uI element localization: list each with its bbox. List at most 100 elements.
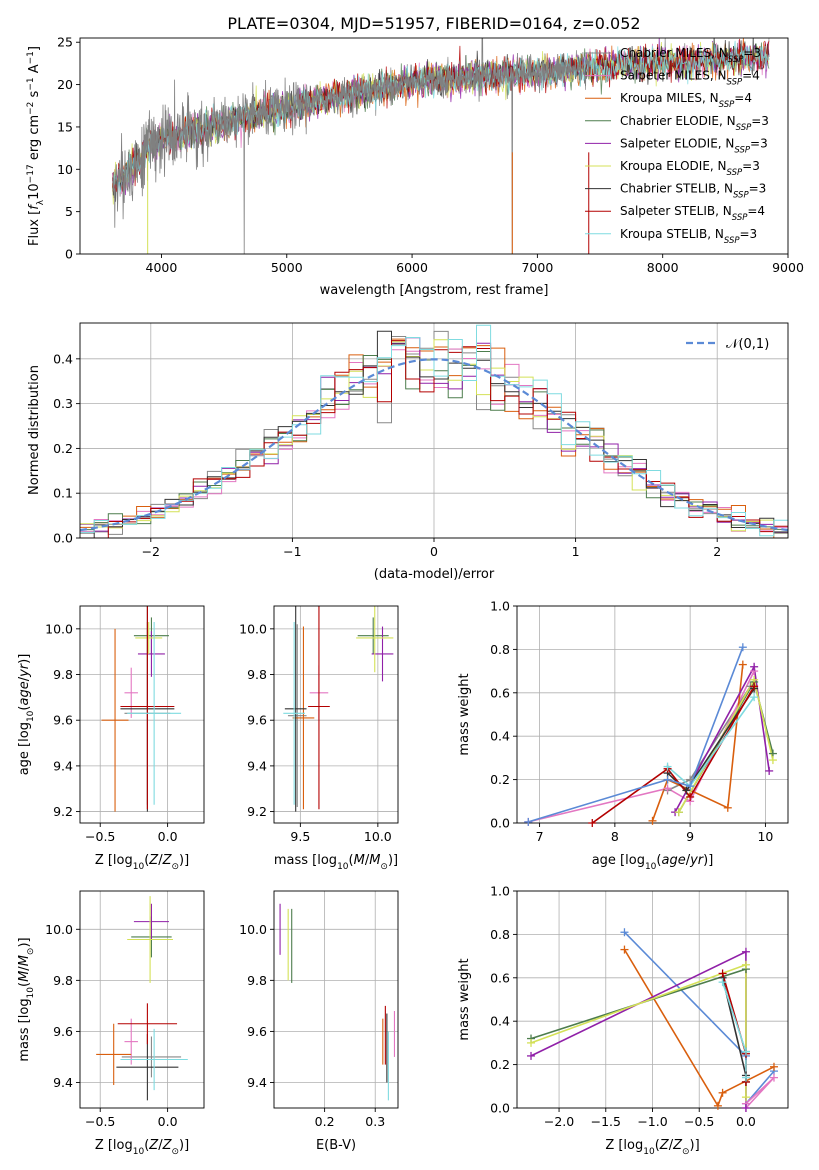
mass_vs_Z-xlabel-part: ⊙ bbox=[171, 1147, 179, 1157]
spectrum-ylabel-part: Flux [ bbox=[27, 210, 42, 246]
spectrum-ytick-label: 5 bbox=[65, 204, 73, 219]
mass_vs_Z-panel: −0.5 0.09.49.69.810.0Z [log10(Z/Z⊙)]mass … bbox=[17, 890, 205, 1157]
weight_vs_Z-ylabel: mass weight bbox=[457, 958, 472, 1040]
spectrum-xlabel: wavelength [Angstrom, rest frame] bbox=[320, 283, 549, 298]
mass_vs_Z-xlabel-part: )] bbox=[179, 1138, 189, 1153]
mass_vs_Z-ytick-label: 9.6 bbox=[53, 1024, 73, 1039]
weight_vs_Z-xlabel-part: / bbox=[669, 1138, 674, 1153]
mass_vs_Z-ytick-label: 9.4 bbox=[53, 1075, 73, 1090]
legend-label-main: Chabrier ELODIE, N bbox=[620, 114, 736, 128]
age_vs_mass-xlabel-part: mass [log bbox=[274, 853, 337, 868]
weight_vs_Z-xtick-label: −0.5 bbox=[684, 1114, 714, 1129]
spectrum-ylabel-part: s bbox=[27, 90, 42, 101]
mass_vs_Z-xlabel-part: ( bbox=[144, 1138, 149, 1153]
legend-label-0: Chabrier MILES, NSSP=3 bbox=[620, 46, 761, 65]
age_vs_Z-xlabel-part: ⊙ bbox=[171, 862, 179, 872]
legend-label-main: Kroupa ELODIE, N bbox=[620, 159, 727, 173]
age_vs_Z-ylabel: age [log10(age/yr)] bbox=[17, 654, 36, 776]
weight_vs_Z-ytick-label: 1.0 bbox=[490, 884, 510, 899]
mass_vs_Z-ylabel: mass [log10(M/M⊙)] bbox=[17, 937, 36, 1061]
weight_vs_Z-xlabel-part: ( bbox=[655, 1138, 660, 1153]
spectrum-ytick-label: 0 bbox=[65, 247, 73, 262]
weight-line-4 bbox=[530, 950, 747, 1108]
spectrum-xtick-label: 7000 bbox=[521, 260, 553, 275]
weight_vs_age-ytick-label: 0.8 bbox=[490, 642, 510, 657]
residuals-xtick-label: −2 bbox=[142, 544, 160, 559]
age_vs_mass-xtick-label: 10.0 bbox=[364, 829, 392, 844]
residuals-xtick-label: −1 bbox=[283, 544, 301, 559]
weight_vs_Z-ytick-label: 0.4 bbox=[490, 1014, 510, 1029]
residuals-ytick-label: 0.2 bbox=[53, 441, 73, 456]
weight_vs_Z-xtick-label: 0.0 bbox=[736, 1114, 756, 1129]
mass_vs_ebv-ytick-label: 10.0 bbox=[239, 922, 267, 937]
residuals-ytick-label: 0.0 bbox=[53, 531, 73, 546]
weight_vs_Z-ytick-label: 0.0 bbox=[490, 1101, 510, 1116]
normal-curve bbox=[80, 358, 788, 532]
weight-line-1 bbox=[623, 949, 775, 1108]
spectrum-ytick-label: 15 bbox=[57, 119, 73, 134]
legend-label-main: Kroupa MILES, N bbox=[620, 91, 719, 105]
spectrum-ytick-label: 25 bbox=[57, 35, 73, 50]
weight_vs_Z-xlabel-part: )] bbox=[690, 1138, 700, 1153]
spectrum-ylabel-part: −17 bbox=[26, 164, 36, 183]
legend-label-main: Salpeter STELIB, N bbox=[620, 204, 732, 218]
mass_vs_Z-ylabel-part: ( bbox=[17, 982, 32, 987]
age_vs_Z-ytick-label: 10.0 bbox=[45, 621, 73, 636]
weight_vs_age-xlabel: age [log10(age/yr)] bbox=[592, 853, 714, 872]
figure-title: PLATE=0304, MJD=51957, FIBERID=0164, z=0… bbox=[227, 14, 640, 33]
mass_vs_Z-ylabel-part: )] bbox=[17, 937, 32, 947]
mass_vs_ebv-xtick-label: 0.3 bbox=[365, 1114, 385, 1129]
weight_vs_Z-xlabel-part: Z bbox=[672, 1138, 683, 1153]
weight_vs_age-xlabel-part: )] bbox=[703, 853, 713, 868]
weight_vs_age-ytick-label: 1.0 bbox=[490, 599, 510, 614]
mass_vs_ebv-plot-area bbox=[279, 903, 396, 1101]
legend-label-nssp: =4 bbox=[734, 91, 752, 105]
residuals-ytick-label: 0.1 bbox=[53, 486, 73, 501]
spectrum-ylabel-part: ] bbox=[27, 46, 42, 51]
mass_vs_Z-plot-area bbox=[96, 896, 188, 1101]
mass_vs_Z-xlabel-part: Z bbox=[148, 1138, 159, 1153]
residuals-ytick-label: 0.3 bbox=[53, 396, 73, 411]
age_vs_mass-frame bbox=[273, 605, 399, 824]
legend-label-nssp: =3 bbox=[750, 136, 768, 150]
age_vs_Z-ylabel-part: yr bbox=[17, 662, 32, 678]
spectrum-ylabel-part: −2 bbox=[26, 102, 36, 115]
residuals-ytick-label: 0.4 bbox=[53, 351, 73, 366]
weight_vs_age-ytick-label: 0.6 bbox=[490, 685, 510, 700]
age_vs_Z-panel: −0.5 0.09.29.49.69.810.0Z [log10(Z/Z⊙)]ag… bbox=[17, 605, 205, 872]
legend-label-nssp: =3 bbox=[742, 159, 760, 173]
legend-label-sub: SSP bbox=[728, 55, 744, 65]
mass_vs_Z-ylabel-part: 10 bbox=[26, 987, 36, 999]
weight_vs_Z-ytick-label: 0.2 bbox=[490, 1057, 510, 1072]
legend-label-sub: SSP bbox=[719, 100, 735, 110]
spectrum-ytick-label: 20 bbox=[57, 77, 73, 92]
residuals-plot-area bbox=[80, 324, 788, 538]
weight_vs_age-xlabel-part: yr bbox=[689, 853, 705, 868]
age_vs_Z-ytick-label: 9.4 bbox=[53, 758, 73, 773]
weight_vs_age-ytick-label: 0.0 bbox=[490, 816, 510, 831]
legend-label-nssp: =3 bbox=[743, 46, 761, 60]
residuals-ylabel: Normed distribution bbox=[27, 365, 42, 495]
age_vs_Z-plot-area bbox=[101, 606, 182, 812]
spectrum-ylabel-part: 10 bbox=[27, 183, 42, 200]
age_vs_mass-ytick-label: 9.6 bbox=[247, 713, 267, 728]
weight_vs_Z-xlabel: Z [log10(Z/Z⊙)] bbox=[605, 1138, 699, 1157]
spectrum-ylabel: Flux [fλ10−17 erg cm−2 s−1 A−1] bbox=[26, 46, 46, 246]
legend-label-nssp: =4 bbox=[742, 69, 760, 83]
weight_vs_age-xtick-label: 10 bbox=[757, 829, 773, 844]
spectrum-ylabel-part: erg cm bbox=[27, 115, 42, 164]
mass_vs_Z-xlabel-part: 10 bbox=[133, 1147, 145, 1157]
mass_vs_ebv-xtick-label: 0.2 bbox=[315, 1114, 335, 1129]
weight_vs_age-plot-area bbox=[528, 646, 774, 823]
spectrum-xtick-label: 6000 bbox=[396, 260, 428, 275]
weight-line-9 bbox=[528, 646, 744, 823]
weight_vs_age-frame bbox=[516, 605, 789, 824]
legend-label-main: Salpeter MILES, N bbox=[620, 69, 727, 83]
spectrum-ylabel-part: λ bbox=[36, 199, 46, 205]
legend-label-sub: SSP bbox=[736, 123, 752, 133]
residuals-xtick-label: 2 bbox=[713, 544, 721, 559]
legend-label-3: Chabrier ELODIE, NSSP=3 bbox=[620, 114, 769, 133]
legend-label-7: Salpeter STELIB, NSSP=4 bbox=[620, 204, 765, 223]
